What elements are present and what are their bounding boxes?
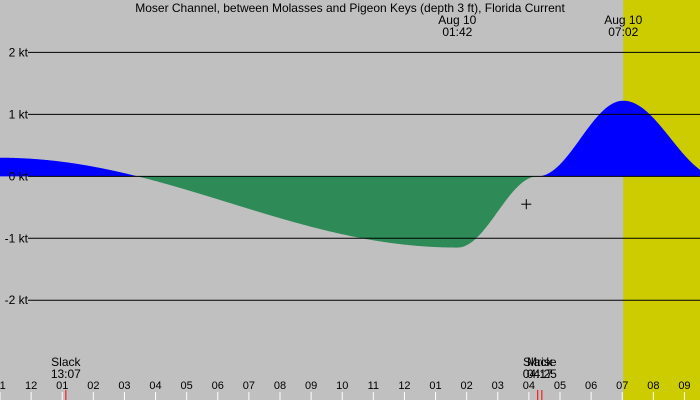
hour-label: 11 xyxy=(368,380,379,392)
hour-label: 07 xyxy=(616,380,628,392)
y-tick-label: 2 kt xyxy=(9,45,29,59)
hour-label: 01 xyxy=(56,380,68,392)
hour-label: 06 xyxy=(212,380,224,392)
top-label-time: 07:02 xyxy=(608,25,638,39)
flood-lobe-0 xyxy=(0,157,138,177)
hour-label: 12 xyxy=(398,380,410,392)
hour-label: 05 xyxy=(554,380,566,392)
hour-label: 09 xyxy=(678,380,690,392)
hour-label: 06 xyxy=(585,380,597,392)
daylight-band xyxy=(623,0,700,400)
hour-label: 12 xyxy=(25,380,37,392)
hour-label: 03 xyxy=(492,380,504,392)
y-tick-label-layer: 2 kt 1 kt 0 kt -1 kt -2 kt xyxy=(5,45,29,307)
event-label-name: Mrise xyxy=(527,355,557,369)
y-tick-label: 1 kt xyxy=(9,107,29,121)
hour-label: 04 xyxy=(149,380,161,392)
event-label-time: 04:25 xyxy=(527,367,557,381)
hour-label: 02 xyxy=(461,380,473,392)
top-label-time: 01:42 xyxy=(442,25,472,39)
hour-label: 08 xyxy=(647,380,659,392)
event-label-name: Slack xyxy=(51,355,81,369)
hour-label: 02 xyxy=(87,380,99,392)
y-tick-label: -2 kt xyxy=(5,293,29,307)
event-label-time: 04:17 xyxy=(523,367,553,381)
y-tick-label: 0 kt xyxy=(9,169,29,183)
gridline-layer xyxy=(28,51,700,301)
hour-label: 01 xyxy=(429,380,441,392)
hour-label: 07 xyxy=(243,380,255,392)
current-area-layer xyxy=(0,100,700,248)
event-label-layer: Slack13:07Slack04:17Mrise04:25Slack10:05… xyxy=(51,355,557,400)
event-label-time: 13:07 xyxy=(51,367,81,381)
flood-lobe-2 xyxy=(537,100,700,177)
chart-title: Moser Channel, between Molasses and Pige… xyxy=(135,1,565,15)
hour-label-layer: 11 12 01 02 03 04 05 06 07 08 09 10 11 12 01 02 03 04 05 06… xyxy=(0,380,691,400)
top-label-date: Aug 10 xyxy=(438,13,476,27)
top-label-date: Aug 10 xyxy=(604,13,642,27)
ebb-lobe-1 xyxy=(137,176,538,248)
y-tick-label: -1 kt xyxy=(5,231,29,245)
event-label-name: Slack xyxy=(523,355,553,369)
hour-label: 04 xyxy=(523,380,535,392)
hour-label: 08 xyxy=(274,380,286,392)
current-marker-layer xyxy=(521,199,532,210)
hour-label: 09 xyxy=(305,380,317,392)
hour-label: 10 xyxy=(336,380,348,392)
hour-label: 05 xyxy=(181,380,193,392)
hour-label: 03 xyxy=(118,380,130,392)
hour-label: 11 xyxy=(0,380,6,392)
